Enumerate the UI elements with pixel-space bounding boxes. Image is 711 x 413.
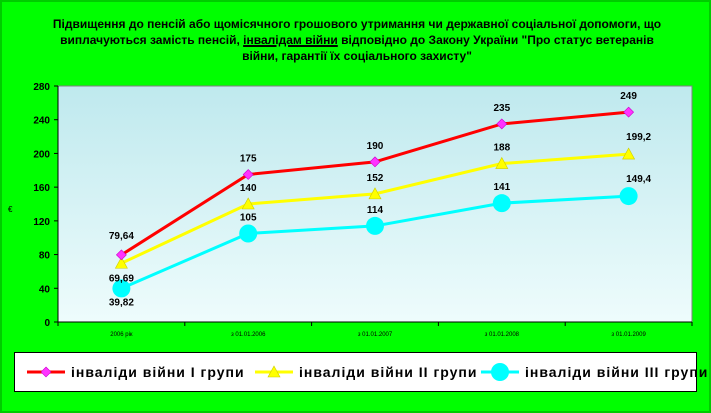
data-point [242,169,254,180]
y-tick-label: 280 [33,82,50,93]
legend-swatch [481,363,519,381]
x-tick-label: 2006 рік [110,332,133,338]
data-label: 175 [240,154,257,165]
legend-item: інваліди війни ІІІ групи [481,353,708,391]
data-label: 105 [240,213,257,224]
legend-swatch-marker [491,363,509,381]
y-axis-label: € [8,205,13,214]
chart-legend: інваліди війни І групи інваліди війни ІІ … [14,352,707,392]
data-point [495,156,509,169]
data-label: 141 [493,182,510,193]
chart-title-part1: Підвищення до пенсій або щомісячного гро… [52,17,662,47]
x-tick-label: з 01.01.2008 [485,332,520,338]
data-point [115,249,127,261]
legend-swatch-marker [40,366,52,378]
legend-swatch [27,366,65,378]
data-point [369,156,381,168]
data-label: 249 [620,91,637,102]
data-point [492,194,511,213]
data-label: 152 [367,173,384,184]
data-point [623,106,635,118]
legend-label: інваліди війни ІІІ групи [525,364,709,380]
data-point [112,279,131,298]
data-point [366,216,384,235]
x-tick-label: з 01.01.2009 [611,332,646,338]
data-point [368,187,382,200]
chart-title: Підвищення до пенсій або щомісячного гро… [42,16,672,64]
data-label: 79,64 [109,231,134,242]
data-point [496,118,508,130]
data-point [622,147,636,160]
legend-label: інваліди війни ІІ групи [299,364,478,380]
data-label: 199,2 [626,132,651,143]
data-point [114,256,128,269]
legend-label: інваліди війни І групи [71,364,245,380]
chart-title-part2: відповідно до Закону України "Про статус… [242,33,654,63]
legend-swatch-marker [267,365,281,378]
data-label: 188 [493,143,510,154]
legend-item: інваліди війни ІІ групи [255,353,478,391]
chart-title-underlined: інвалідам війни [243,33,338,47]
legend-swatch [255,365,293,378]
data-label: 149,4 [626,174,651,185]
y-tick-label: 120 [33,217,50,228]
line-chart: 0 40 80 120 160 200 240 280 2006 рік з 01.01.2006… [8,82,693,338]
y-tick-label: 40 [39,284,51,295]
legend-item: інваліди війни І групи [27,353,245,391]
x-tick-label: з 01.01.2007 [358,332,393,338]
data-label: 39,82 [109,297,134,308]
data-label: 69,69 [109,273,134,284]
data-label: 235 [493,103,510,114]
data-label: 140 [240,183,257,194]
y-tick-label: 160 [33,183,50,194]
data-point [239,224,258,243]
data-label: 190 [367,141,384,152]
data-label: 114 [367,205,384,216]
data-point [241,197,255,210]
x-tick-label: з 01.01.2006 [231,332,266,338]
y-tick-label: 240 [33,116,50,127]
y-tick-label: 200 [33,149,50,160]
y-tick-label: 80 [39,251,51,262]
data-point [619,187,638,206]
y-tick-label: 0 [44,318,50,329]
